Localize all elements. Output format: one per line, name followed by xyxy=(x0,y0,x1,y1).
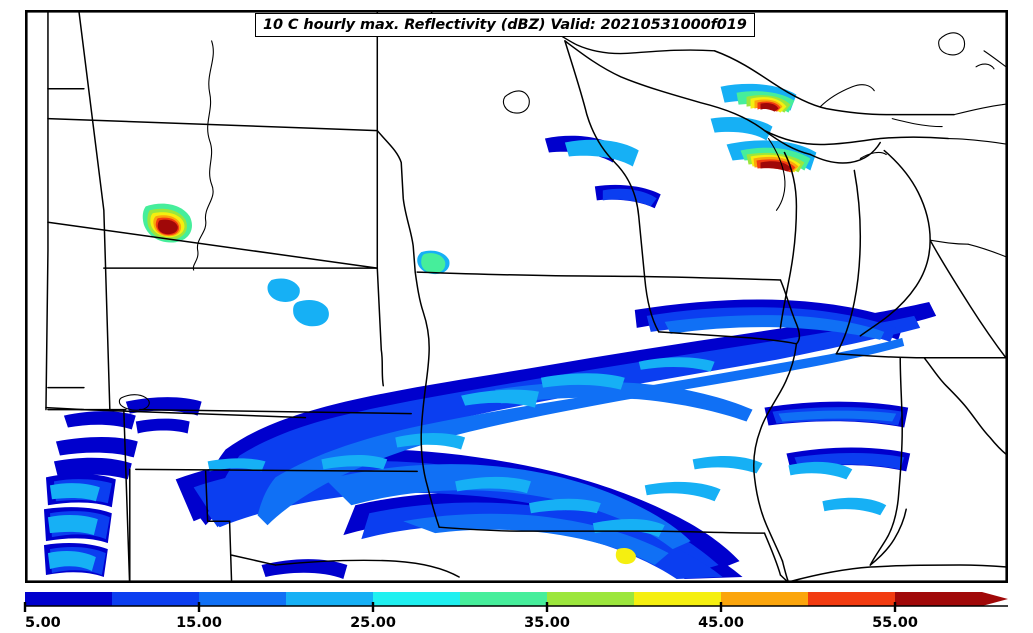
colorbar-band xyxy=(25,592,112,606)
colorbar-tick-label: 5.00 xyxy=(25,615,61,631)
colorbar-tick-labels: 5.00 15.00 25.00 35.00 45.00 55.00 xyxy=(25,615,918,631)
colorbar-band xyxy=(547,592,634,606)
colorbar-band xyxy=(634,592,721,606)
colorbar-tick-label: 35.00 xyxy=(524,615,570,631)
colorbar-tick-label: 25.00 xyxy=(350,615,396,631)
map-panel xyxy=(25,10,1008,583)
colorbar-canvas: 5.00 15.00 25.00 35.00 45.00 55.00 xyxy=(23,592,1008,631)
colorbar-band xyxy=(721,592,808,606)
colorbar-band xyxy=(199,592,286,606)
echo-band-50-plus xyxy=(157,103,792,235)
echo-band-15-20 xyxy=(257,315,905,566)
colorbar-bands xyxy=(25,592,1008,606)
colorbar-band xyxy=(808,592,895,606)
colorbar-tick-label: 55.00 xyxy=(872,615,918,631)
colorbar-band xyxy=(373,592,460,606)
colorbar-extend-arrow xyxy=(982,592,1008,606)
colorbar-tick-label: 45.00 xyxy=(698,615,744,631)
colorbar-band xyxy=(112,592,199,606)
colorbar-tick-label: 15.00 xyxy=(176,615,222,631)
map-title-text: 10 C hourly max. Reflectivity (dBZ) Vali… xyxy=(263,17,747,33)
state-boundaries-layer xyxy=(45,11,1007,582)
colorbar-band xyxy=(895,592,982,606)
map-title-box: 10 C hourly max. Reflectivity (dBZ) Vali… xyxy=(255,13,755,37)
colorbar-band xyxy=(286,592,373,606)
reflectivity-layer xyxy=(43,83,937,580)
map-frame xyxy=(26,11,1007,582)
map-canvas xyxy=(26,11,1007,582)
colorbar-ticks xyxy=(23,602,1008,612)
colorbar-band xyxy=(460,592,547,606)
colorbar: 5.00 15.00 25.00 35.00 45.00 55.00 xyxy=(0,588,1033,633)
